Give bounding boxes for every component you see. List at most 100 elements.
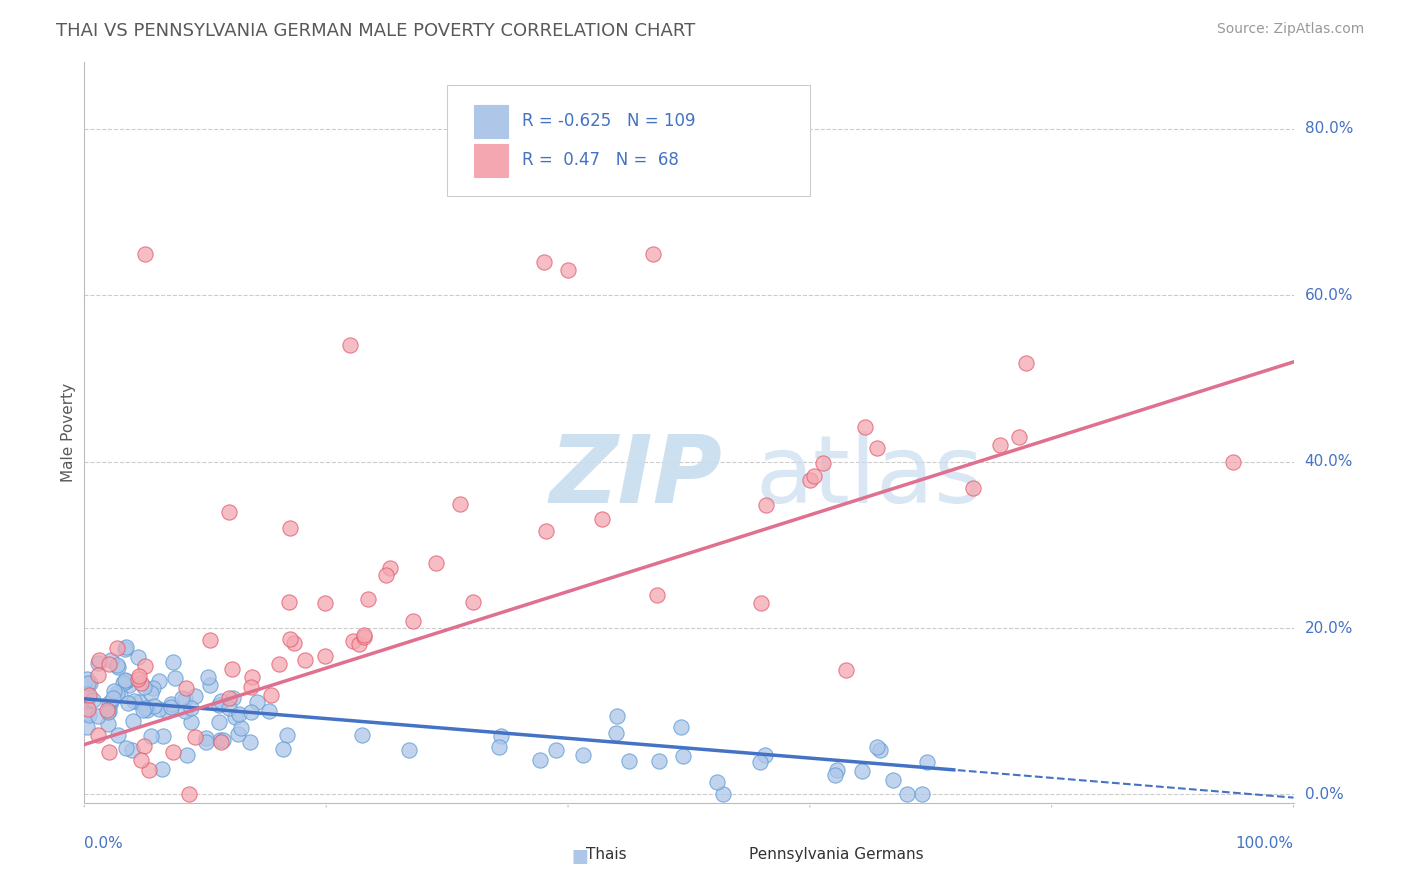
Point xyxy=(97,706,120,720)
Point xyxy=(134,246,156,260)
Point xyxy=(114,673,136,688)
Point xyxy=(128,669,150,683)
Point xyxy=(271,742,294,756)
Text: ZIP: ZIP xyxy=(550,431,723,523)
Text: ▪: ▪ xyxy=(571,840,589,869)
Text: 0.0%: 0.0% xyxy=(84,836,124,851)
Point xyxy=(97,696,120,710)
Point xyxy=(77,707,100,722)
Point xyxy=(314,596,336,610)
Point xyxy=(150,762,173,776)
Point xyxy=(148,702,170,716)
Point xyxy=(755,498,778,512)
Point xyxy=(115,640,138,655)
Point xyxy=(229,721,252,735)
Point xyxy=(180,701,202,715)
Point xyxy=(87,668,110,682)
Point xyxy=(200,632,222,647)
Point xyxy=(198,678,221,692)
Point xyxy=(591,511,613,525)
Point xyxy=(865,441,887,455)
Point xyxy=(283,635,305,649)
Point xyxy=(557,263,579,277)
Point xyxy=(160,698,183,712)
Point xyxy=(87,709,110,723)
Point xyxy=(107,660,129,674)
Point xyxy=(86,656,108,670)
Point xyxy=(142,698,165,713)
Point xyxy=(278,521,301,535)
Point xyxy=(208,715,231,730)
Point xyxy=(212,733,235,747)
Text: THAI VS PENNSYLVANIA GERMAN MALE POVERTY CORRELATION CHART: THAI VS PENNSYLVANIA GERMAN MALE POVERTY… xyxy=(56,22,696,40)
Point xyxy=(162,745,184,759)
Point xyxy=(82,693,104,707)
Point xyxy=(276,728,298,742)
Point xyxy=(128,695,150,709)
Point xyxy=(124,694,146,708)
Point xyxy=(240,670,263,684)
Point xyxy=(827,763,849,777)
Point xyxy=(194,731,217,746)
Point xyxy=(226,726,249,740)
Point xyxy=(869,743,891,757)
Point xyxy=(218,701,240,715)
Point xyxy=(100,653,122,667)
Point xyxy=(221,662,243,676)
Point xyxy=(79,676,101,690)
Point xyxy=(107,657,129,672)
Point xyxy=(278,632,301,646)
Text: 40.0%: 40.0% xyxy=(1305,454,1353,469)
Text: 0.0%: 0.0% xyxy=(1305,787,1343,802)
Point xyxy=(170,690,193,705)
Point xyxy=(228,707,250,722)
Point xyxy=(239,680,262,694)
Point xyxy=(533,255,555,269)
Point xyxy=(76,702,98,716)
Point xyxy=(218,691,240,706)
Point xyxy=(139,729,162,743)
Point xyxy=(97,704,120,718)
Point xyxy=(353,630,375,644)
Point xyxy=(239,735,262,749)
Point xyxy=(882,773,904,788)
Point xyxy=(197,670,219,684)
Text: atlas: atlas xyxy=(755,431,984,523)
Point xyxy=(672,748,695,763)
Point xyxy=(77,688,100,702)
Point xyxy=(162,655,184,669)
Point xyxy=(76,720,98,734)
Text: 60.0%: 60.0% xyxy=(1305,288,1353,303)
Text: 80.0%: 80.0% xyxy=(1305,121,1353,136)
Bar xyxy=(707,844,744,873)
Point xyxy=(425,556,447,570)
Text: R =  0.47   N =  68: R = 0.47 N = 68 xyxy=(522,151,679,169)
Bar xyxy=(474,104,508,138)
Point xyxy=(76,672,98,686)
Point xyxy=(134,659,156,673)
Point xyxy=(572,748,595,763)
Point xyxy=(605,725,627,739)
Point xyxy=(108,688,131,702)
Point xyxy=(267,657,290,672)
Point xyxy=(461,595,484,609)
Point xyxy=(97,657,120,671)
Point xyxy=(853,420,876,434)
Point xyxy=(278,595,301,609)
Point xyxy=(350,728,373,742)
Text: Source: ZipAtlas.com: Source: ZipAtlas.com xyxy=(1216,22,1364,37)
Point xyxy=(222,691,245,706)
Point xyxy=(813,456,835,470)
Point xyxy=(142,681,165,696)
Point xyxy=(156,704,179,718)
Point xyxy=(617,754,640,768)
Point xyxy=(112,675,135,690)
Point xyxy=(647,754,669,768)
Y-axis label: Male Poverty: Male Poverty xyxy=(60,383,76,483)
Point xyxy=(132,739,155,753)
Point xyxy=(1222,455,1244,469)
Point xyxy=(114,642,136,657)
Text: R = -0.625   N = 109: R = -0.625 N = 109 xyxy=(522,112,696,130)
Point xyxy=(224,709,246,723)
Point xyxy=(647,588,669,602)
